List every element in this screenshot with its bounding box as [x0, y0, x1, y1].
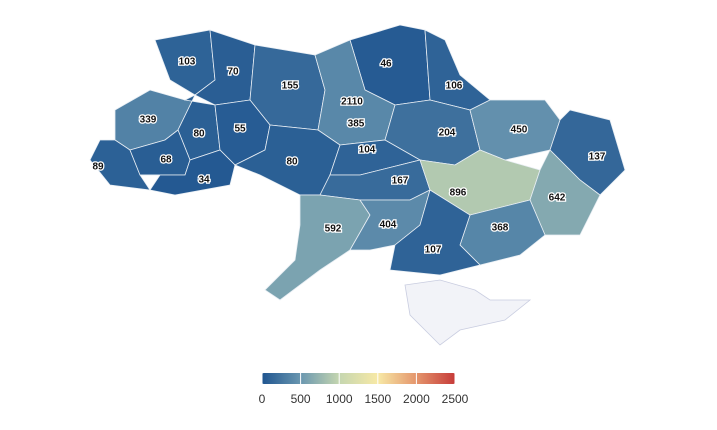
colorbar-tick-label: 1000: [326, 392, 353, 406]
region: [140, 149, 236, 196]
region-label: 34: [198, 175, 210, 186]
region-label: 368: [492, 223, 509, 234]
labels: 103 70 155 46 106 339 80 55 2110 385 204 450 89 68 34 8…: [91, 55, 607, 257]
regions: [89, 24, 626, 346]
region: [404, 279, 532, 346]
region-label: 103: [179, 57, 196, 68]
colorbar-bar: [262, 373, 455, 384]
region-label: 107: [425, 245, 442, 256]
colorbar-tick-label: 2500: [442, 392, 469, 406]
region: [389, 189, 481, 276]
colorbar-tick-label: 0: [259, 392, 266, 406]
region: [264, 194, 371, 301]
colorbar-tick-label: 500: [291, 392, 311, 406]
colorbar-tick-label: 2000: [403, 392, 430, 406]
region-label: 89: [92, 162, 104, 173]
region-label: 80: [286, 157, 298, 168]
region-label: 46: [380, 59, 392, 70]
region-label: 68: [160, 155, 172, 166]
region-label: 137: [589, 152, 606, 163]
region-label: 204: [439, 128, 456, 139]
region-label: 339: [140, 115, 157, 126]
region-label: 167: [392, 176, 409, 187]
region-label: 106: [446, 81, 463, 92]
region-label: 896: [450, 188, 467, 199]
region-label: 450: [511, 125, 528, 136]
region-label: 592: [325, 224, 342, 235]
region-label: 70: [227, 67, 239, 78]
region-label: 642: [549, 193, 566, 204]
region-label: 404: [380, 220, 397, 231]
region: [424, 29, 491, 111]
region-label: 104: [359, 145, 376, 156]
region-label: 2110: [341, 97, 363, 108]
region-label: 80: [193, 129, 205, 140]
colorbar-tick-label: 1500: [364, 392, 391, 406]
region-label: 385: [348, 119, 365, 130]
colorbar: 0 500 1000 1500 2000 2500: [259, 373, 469, 406]
region-label: 155: [282, 81, 299, 92]
region-label: 55: [234, 124, 246, 135]
region: [89, 139, 151, 191]
